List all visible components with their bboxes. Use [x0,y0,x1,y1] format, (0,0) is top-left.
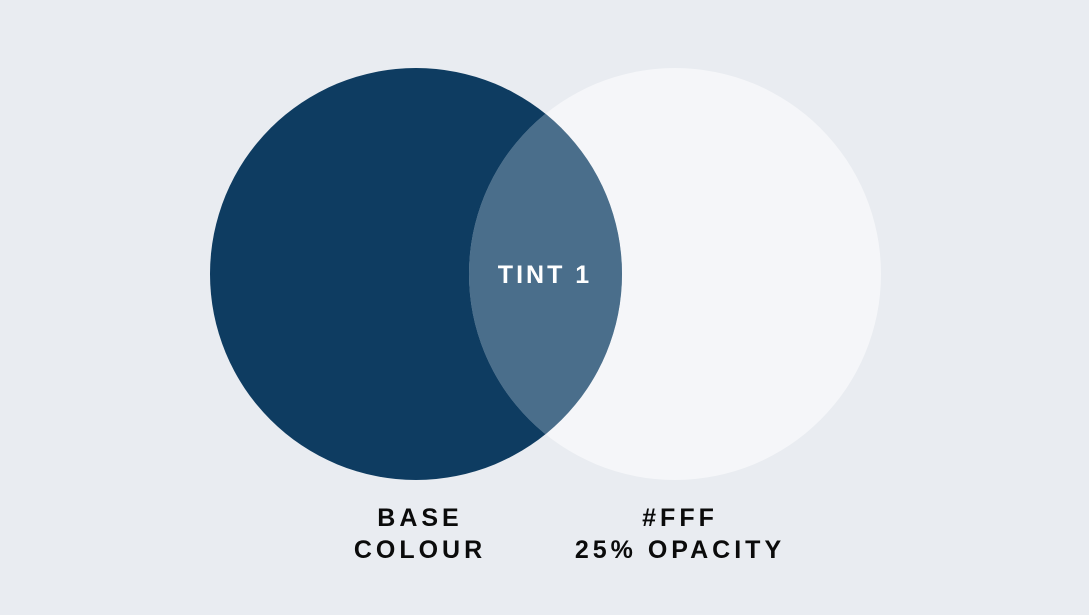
tint-intersection [469,68,622,480]
base-colour-label: BASE COLOUR [300,502,540,566]
overlay-label-line2: 25% OPACITY [574,536,786,564]
base-label-line2: COLOUR [353,536,487,564]
overlay-label-line1: #FFF [642,504,718,532]
base-label-line1: BASE [377,504,463,532]
tint-label: TINT 1 [497,261,593,289]
overlay-label: #FFF 25% OPACITY [520,502,840,566]
